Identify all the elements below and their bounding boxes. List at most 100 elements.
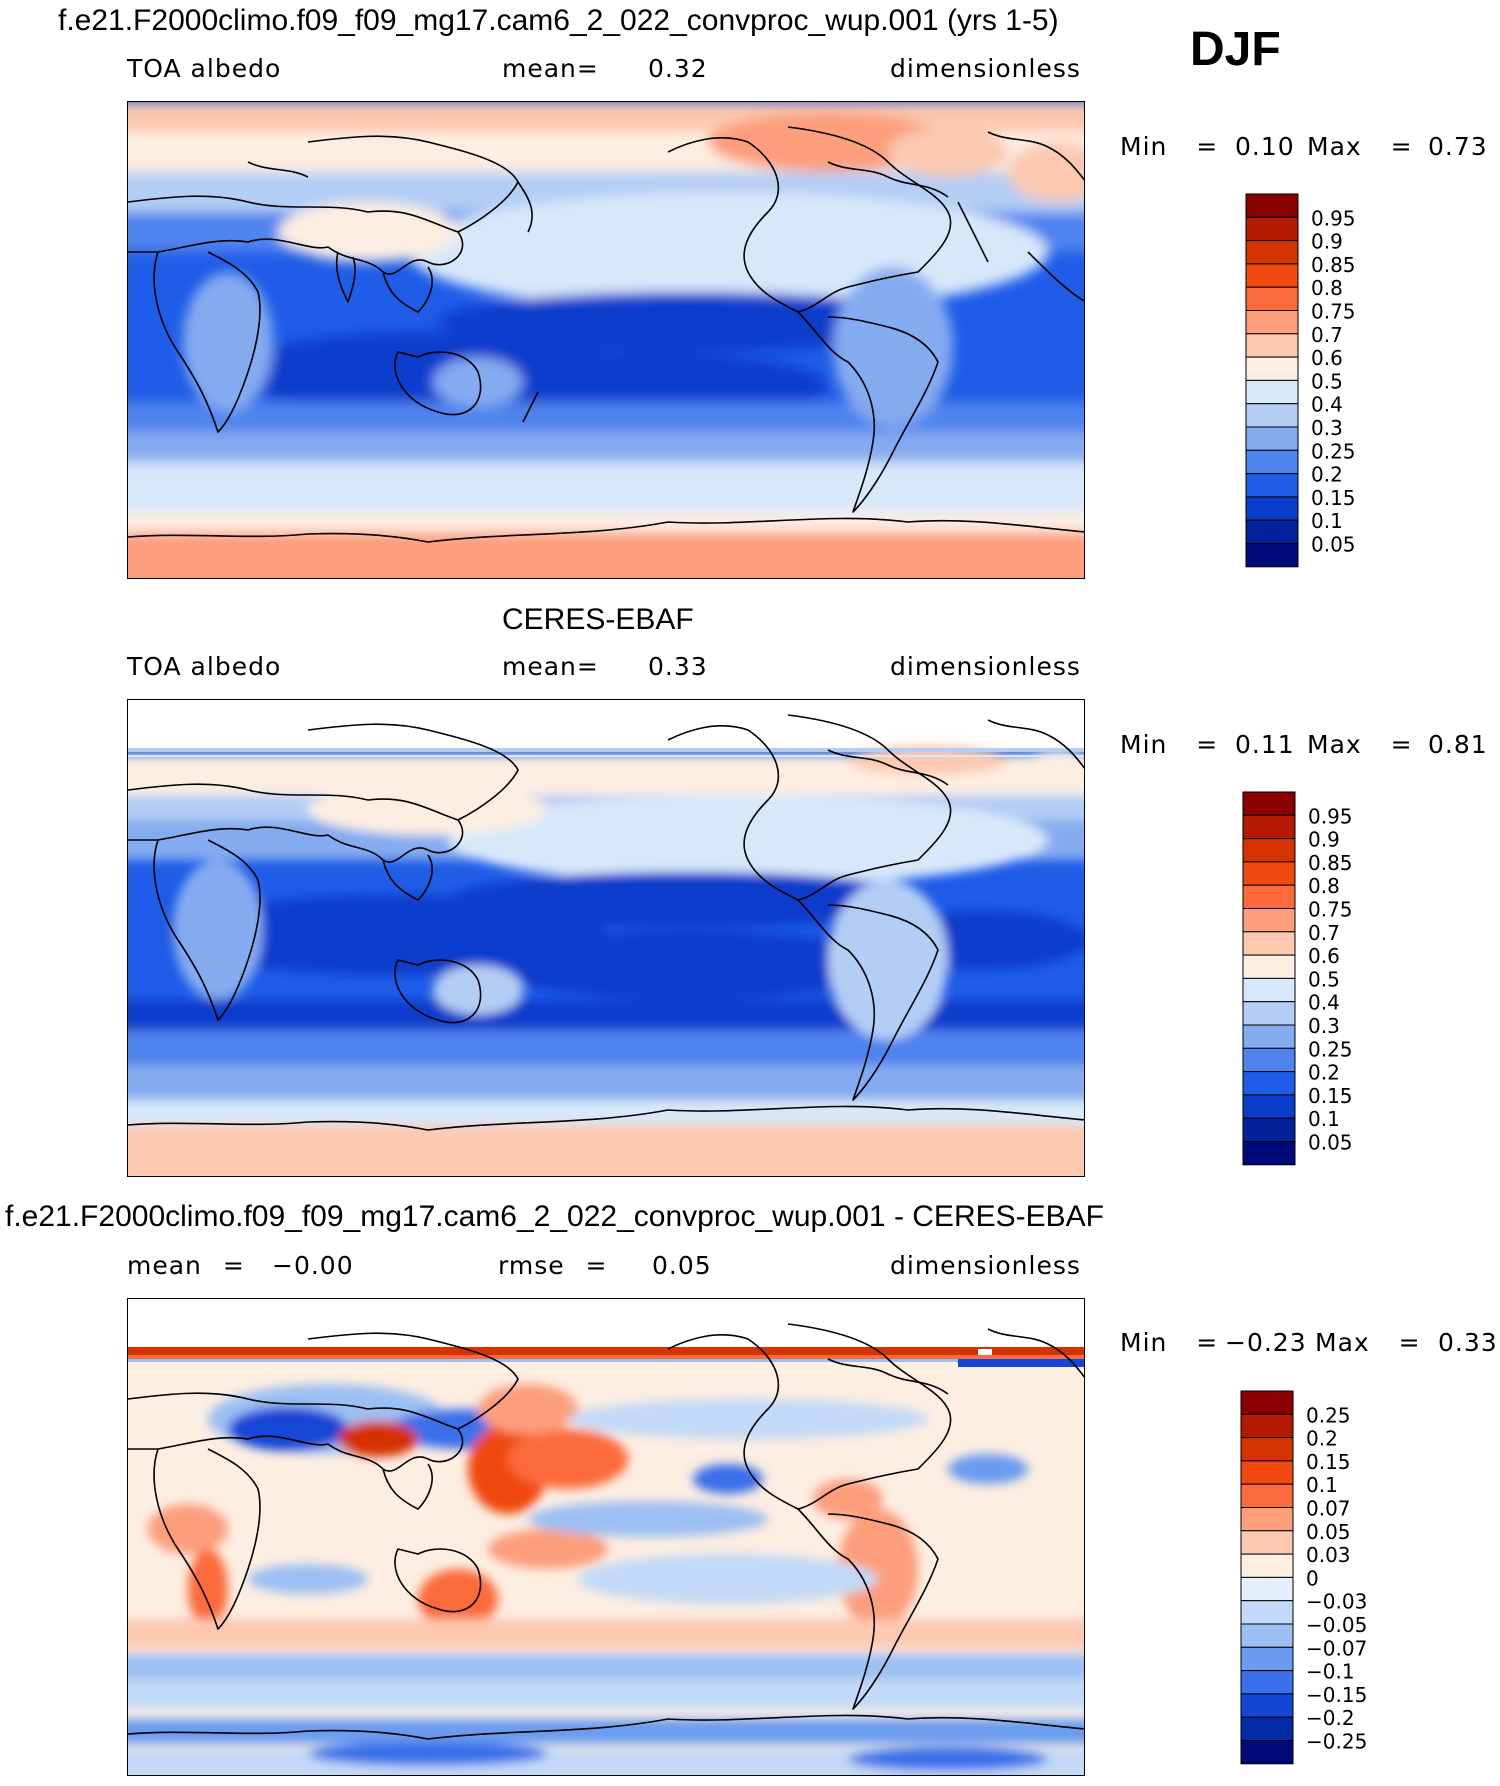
colorbar-label: 0.03 <box>1306 1543 1351 1567</box>
colorbar-swatch <box>1240 1646 1294 1672</box>
colorbar-label: 0.8 <box>1311 276 1343 300</box>
panel3-title: f.e21.F2000climo.f09_f09_mg17.cam6_2_022… <box>5 1200 1104 1233</box>
colorbar-label: 0.07 <box>1306 1497 1351 1521</box>
colorbar-label: 0.3 <box>1308 1014 1340 1038</box>
panel1-max-value: 0.73 <box>1428 132 1488 161</box>
panel2-mean-label: mean= <box>502 652 599 681</box>
colorbar-label: 0.6 <box>1311 346 1343 370</box>
panel2-colorbar: 0.95 0.9 0.85 0.8 0.75 0.7 0.6 0.5 0.4 0.3 0.25 0.2… <box>1242 791 1402 1176</box>
colorbar-swatch <box>1242 884 1296 909</box>
colorbar-swatch <box>1245 403 1299 428</box>
colorbar-label: 0.5 <box>1311 369 1343 393</box>
colorbar-label: 0 <box>1306 1566 1319 1590</box>
panel2-units: dimensionless <box>890 652 1081 681</box>
colorbar-label: 0.85 <box>1308 851 1353 875</box>
panel1-colorbar: 0.95 0.9 0.85 0.8 0.75 0.7 0.6 0.5 0.4 0.3 0.25 0.2… <box>1245 193 1405 578</box>
panel2-max-value: 0.81 <box>1428 730 1488 759</box>
colorbar-label: 0.9 <box>1311 230 1343 254</box>
panel3-mean-value: −0.00 <box>272 1251 354 1280</box>
colorbar-swatch <box>1242 931 1296 956</box>
colorbar-swatch <box>1245 496 1299 521</box>
colorbar-swatch <box>1240 1413 1294 1439</box>
panel2-variable: TOA albedo <box>127 652 282 681</box>
colorbar-label: 0.05 <box>1311 533 1356 557</box>
colorbar-swatch <box>1240 1600 1294 1625</box>
colorbar-swatch <box>1240 1483 1294 1508</box>
colorbar-swatch <box>1245 263 1299 288</box>
colorbar-label: 0.1 <box>1306 1473 1338 1497</box>
colorbar-label: 0.25 <box>1308 1037 1353 1061</box>
colorbar-label: 0.05 <box>1308 1131 1353 1155</box>
panel1-min-value: 0.10 <box>1235 132 1295 161</box>
colorbar-swatch <box>1240 1437 1294 1462</box>
colorbar-swatch <box>1245 240 1299 265</box>
panel2-mean-value: 0.33 <box>648 652 708 681</box>
panel3-colorbar: 0.25 0.2 0.15 0.1 0.07 0.05 0.03 0 −0.03 −0.05 −0.… <box>1240 1390 1415 1775</box>
panel3-mean-label: mean = <box>127 1251 245 1280</box>
panel3-max-value: 0.33 <box>1438 1328 1498 1357</box>
colorbar-label: 0.2 <box>1308 1061 1340 1085</box>
colorbar-swatch <box>1242 1024 1296 1049</box>
panel1-units: dimensionless <box>890 54 1081 83</box>
panel3-rmse-value: 0.05 <box>652 1251 712 1280</box>
colorbar-label: 0.4 <box>1308 991 1340 1015</box>
colorbar-swatch <box>1242 1071 1296 1096</box>
colorbar-swatch <box>1240 1623 1294 1648</box>
panel1-min-label: Min = <box>1120 132 1219 161</box>
colorbar-swatch <box>1242 791 1296 816</box>
colorbar-label: −0.03 <box>1306 1590 1367 1614</box>
colorbar-label: 0.8 <box>1308 874 1340 898</box>
colorbar-swatch <box>1242 977 1296 1003</box>
colorbar-swatch <box>1240 1390 1294 1415</box>
colorbar-label: 0.15 <box>1306 1450 1351 1474</box>
season-label: DJF <box>1190 23 1281 76</box>
colorbar-swatch <box>1240 1530 1294 1555</box>
colorbar-swatch <box>1240 1460 1294 1485</box>
colorbar-label: 0.15 <box>1311 486 1356 510</box>
colorbar-label: 0.15 <box>1308 1084 1353 1108</box>
colorbar-label: −0.07 <box>1306 1636 1367 1660</box>
panel2-map <box>127 699 1085 1177</box>
colorbar-label: −0.1 <box>1306 1660 1355 1684</box>
colorbar-swatch <box>1242 1117 1296 1143</box>
colorbar-label: −0.25 <box>1306 1730 1367 1754</box>
colorbar-swatch <box>1240 1553 1294 1578</box>
colorbar-swatch <box>1245 519 1299 545</box>
panel3-min-label: Min = <box>1120 1328 1219 1357</box>
colorbar-label: −0.2 <box>1306 1706 1355 1730</box>
colorbar-label: 0.2 <box>1311 463 1343 487</box>
colorbar-swatch <box>1245 216 1299 242</box>
colorbar-label: 0.4 <box>1311 393 1343 417</box>
colorbar-swatch <box>1242 1141 1296 1166</box>
colorbar-swatch <box>1245 473 1299 498</box>
colorbar-label: 0.75 <box>1308 898 1353 922</box>
panel1-variable: TOA albedo <box>127 54 282 83</box>
colorbar-swatch <box>1240 1670 1294 1695</box>
panel2-min-label: Min = <box>1120 730 1219 759</box>
colorbar-label: 0.95 <box>1308 804 1353 828</box>
colorbar-swatch <box>1242 838 1296 863</box>
colorbar-label: 0.75 <box>1311 300 1356 324</box>
panel3-max-label: Max = <box>1315 1328 1421 1357</box>
colorbar-swatch <box>1242 1047 1296 1073</box>
colorbar-swatch <box>1245 193 1299 218</box>
panel2-min-value: 0.11 <box>1235 730 1295 759</box>
colorbar-label: 0.85 <box>1311 253 1356 277</box>
colorbar-swatch <box>1242 814 1296 840</box>
panel3-units: dimensionless <box>890 1251 1081 1280</box>
colorbar-label: −0.15 <box>1306 1683 1367 1707</box>
colorbar-swatch <box>1245 356 1299 381</box>
panel2-title: CERES-EBAF <box>502 603 694 636</box>
panel1-max-label: Max = <box>1307 132 1413 161</box>
panel3-map <box>127 1298 1085 1776</box>
colorbar-label: 0.95 <box>1311 206 1356 230</box>
colorbar-label: −0.05 <box>1306 1613 1367 1637</box>
panel3-min-value: −0.23 <box>1225 1328 1307 1357</box>
panel1-mean-value: 0.32 <box>648 54 708 83</box>
colorbar-label: 0.7 <box>1308 921 1340 945</box>
panel2-max-label: Max = <box>1307 730 1413 759</box>
colorbar-swatch <box>1245 449 1299 475</box>
colorbar-swatch <box>1240 1507 1294 1532</box>
colorbar-swatch <box>1245 543 1299 568</box>
panel1-title: f.e21.F2000climo.f09_f09_mg17.cam6_2_022… <box>58 4 1059 37</box>
